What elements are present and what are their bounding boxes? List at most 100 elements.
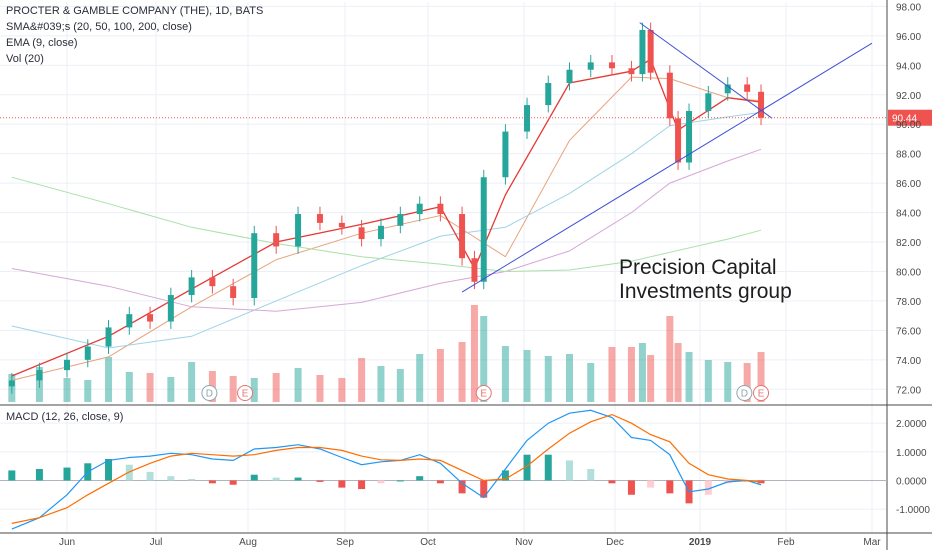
macd-histogram-bar [35, 469, 43, 481]
macd-histogram-bar [358, 480, 366, 490]
volume-bar [480, 316, 488, 402]
volume-bar [724, 362, 732, 402]
macd-histogram-bar [523, 454, 531, 481]
candle-body [744, 84, 751, 92]
macd-tick-label: 1.0000 [896, 448, 927, 459]
time-tick-label: Aug [239, 537, 257, 548]
candle-body [524, 105, 531, 132]
macd-series-signal [11, 413, 762, 524]
volume-bar [294, 368, 302, 402]
watermark-line-1: Precision Capital [619, 256, 777, 279]
volume-bar [566, 354, 573, 402]
volume-bar [436, 349, 444, 402]
macd-histogram-bar [8, 470, 16, 481]
candle-body [147, 314, 154, 322]
ma-line-sma-20 [11, 76, 762, 381]
macd-histogram-bar [544, 454, 552, 481]
macd-histogram-bar [480, 480, 488, 498]
candle-body [480, 177, 487, 282]
volume-bar [704, 360, 712, 402]
volume-bar [167, 377, 175, 402]
volume-legend[interactable]: Vol (20) [6, 53, 44, 65]
candle-body [8, 380, 15, 387]
price-tick-label: 84.00 [896, 209, 921, 220]
candle-body [230, 286, 237, 298]
event-marker-circle [753, 385, 770, 401]
candle-body [608, 62, 615, 69]
volume-bar [685, 352, 693, 402]
volume-bar [63, 378, 71, 402]
candle-body [459, 214, 466, 259]
macd-histogram-bar [63, 467, 71, 481]
price-tick-label: 76.00 [896, 326, 921, 337]
time-tick-label: Jun [59, 537, 75, 548]
volume-bar [647, 355, 655, 402]
volume-bar [666, 316, 674, 402]
ema-legend[interactable]: EMA (9, close) [6, 37, 78, 49]
macd-tick-label: 0.0000 [896, 476, 927, 487]
volume-bar [146, 373, 154, 402]
time-tick-label: Mar [863, 537, 881, 548]
last-price-label: 90.44 [892, 114, 917, 125]
time-tick-label: Oct [420, 537, 436, 548]
candle-body [639, 29, 646, 75]
candle-body [105, 327, 112, 347]
candle-body [188, 277, 195, 296]
volume-bar [416, 354, 424, 402]
symbol-legend[interactable]: PROCTER & GAMBLE COMPANY (THE), 1D, BATS [6, 5, 264, 17]
macd-histogram-bar [416, 476, 424, 481]
volume-bar [544, 356, 552, 402]
price-tick-label: 88.00 [896, 150, 921, 161]
macd-histogram-bar [272, 477, 280, 481]
sma-legend[interactable]: SMA&#039;s (20, 50, 100, 200, close) [6, 21, 192, 33]
volume-bar [229, 376, 237, 402]
time-tick-label: 2019 [689, 537, 712, 548]
macd-histogram-bar [105, 458, 113, 481]
price-tick-label: 80.00 [896, 267, 921, 278]
candle-body [437, 203, 444, 215]
last-price-tag [888, 109, 932, 126]
candle-body [705, 93, 712, 111]
volume-bar [470, 305, 478, 402]
watermark-text: Precision Capital Investments group [619, 256, 792, 304]
macd-histogram-bar [338, 480, 346, 488]
macd-histogram-bar [666, 480, 674, 494]
candle-body [647, 29, 654, 73]
volume-bar [338, 378, 346, 402]
candle-body [628, 68, 635, 75]
macd-histogram-bar [294, 477, 302, 481]
macd-histogram-bar [627, 480, 635, 495]
event-marker-circle [475, 385, 492, 401]
macd-histogram-bar [566, 460, 573, 481]
price-tick-label: 82.00 [896, 238, 921, 249]
volume-bar [250, 378, 258, 402]
macd-histogram-bar [250, 474, 258, 481]
candle-body [471, 258, 478, 282]
candle-body [251, 233, 258, 298]
volume-bar [396, 369, 404, 402]
price-tick-label: 90.00 [896, 120, 921, 131]
candle-body [587, 62, 594, 70]
volume-bar [125, 372, 133, 402]
volume-bar [627, 347, 635, 402]
candle-body [397, 214, 404, 226]
event-marker-circle [736, 385, 753, 401]
macd-histogram-bar [647, 480, 655, 488]
macd-histogram-bar [501, 470, 509, 481]
trendline-lower [461, 42, 873, 293]
event-marker-label: D [741, 389, 748, 400]
macd-histogram-bar [208, 480, 216, 484]
macd-histogram-bar [458, 480, 466, 494]
candle-body [209, 277, 216, 287]
price-tick-label: 86.00 [896, 179, 921, 190]
candle-body [758, 91, 765, 118]
candle-body [358, 227, 365, 240]
macd-legend[interactable]: MACD (12, 26, close, 9) [6, 411, 124, 423]
macd-histogram-bar [396, 480, 404, 482]
candle-body [675, 118, 682, 163]
volume-bar [523, 350, 531, 402]
price-tick-label: 96.00 [896, 32, 921, 43]
event-marker-circle [237, 385, 254, 401]
